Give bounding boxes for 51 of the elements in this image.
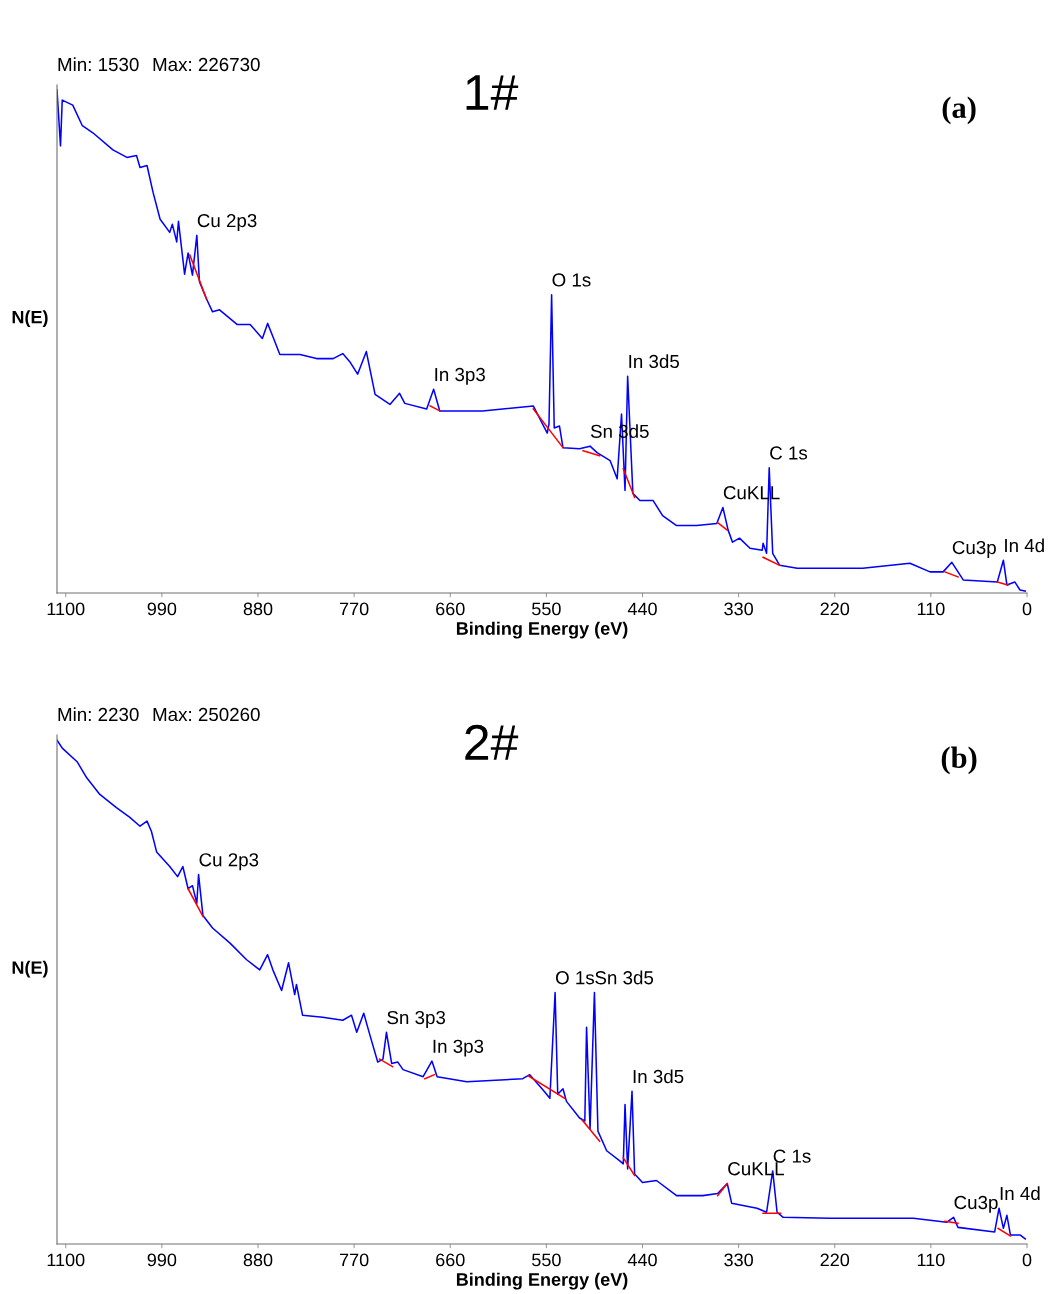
y-axis-title: N(E) — [12, 310, 48, 328]
annotation: C 1s — [773, 1149, 811, 1163]
y-axis-title: N(E) — [12, 960, 48, 978]
annotation: CuKLL — [728, 1162, 784, 1176]
annotation: (b) — [941, 746, 977, 775]
x-tick-label: 1100 — [47, 1253, 85, 1267]
x-tick-label: 1100 — [47, 602, 85, 616]
chart-title: 2# — [465, 724, 519, 760]
x-tick-label: 660 — [436, 602, 465, 616]
x-tick-label: 440 — [627, 602, 657, 616]
annotation: Cu3p — [954, 1195, 998, 1213]
annotation: C 1s — [770, 446, 808, 460]
x-tick-label: 110 — [917, 602, 945, 616]
annotation: In 4d — [1000, 1186, 1040, 1201]
annotation: In 3d5 — [629, 354, 679, 369]
annotation: Cu 2p3 — [197, 213, 257, 231]
annotation: Sn 3d5 — [595, 970, 654, 985]
x-tick-label: 880 — [243, 602, 273, 616]
x-tick-label: 0 — [1022, 602, 1032, 616]
text: Max: 250260 — [153, 707, 260, 722]
x-tick-label: 660 — [436, 1253, 465, 1267]
annotation: (a) — [942, 96, 976, 125]
annotation: In 3d5 — [633, 1069, 684, 1084]
x-tick-label: 440 — [627, 1253, 657, 1267]
annotation: In 3p3 — [433, 1039, 484, 1057]
x-tick-label: 990 — [147, 1253, 177, 1267]
text: Min: 1530 — [58, 57, 139, 72]
x-tick-label: 0 — [1022, 1253, 1032, 1267]
x-tick-label: 550 — [532, 602, 561, 616]
x-tick-label: 220 — [820, 1253, 850, 1267]
x-tick-label: 330 — [724, 602, 753, 616]
annotation: Sn 3p3 — [387, 1010, 446, 1028]
annotation: O 1s — [552, 273, 591, 287]
x-tick-label: 770 — [339, 1253, 369, 1267]
annotation: O 1s — [556, 971, 595, 985]
x-axis-title: Binding Energy (eV) — [456, 621, 628, 639]
text: Min: 2230 — [58, 707, 139, 722]
x-tick-label: 880 — [243, 1253, 273, 1267]
text: Max: 226730 — [153, 57, 260, 72]
x-tick-label: 330 — [724, 1253, 753, 1267]
annotation: In 3p3 — [435, 367, 485, 385]
x-tick-label: 990 — [147, 602, 177, 616]
x-tick-label: 220 — [820, 602, 850, 616]
x-tick-label: 110 — [917, 1253, 945, 1267]
x-tick-label: 770 — [339, 602, 369, 616]
annotation: Cu3p — [952, 540, 996, 558]
x-axis-title: Binding Energy (eV) — [456, 1272, 628, 1290]
x-tick-label: 550 — [532, 1253, 561, 1267]
annotation: In 4d — [1005, 538, 1044, 553]
annotation: Cu 2p3 — [199, 853, 259, 871]
chart-title: 1# — [466, 75, 519, 110]
